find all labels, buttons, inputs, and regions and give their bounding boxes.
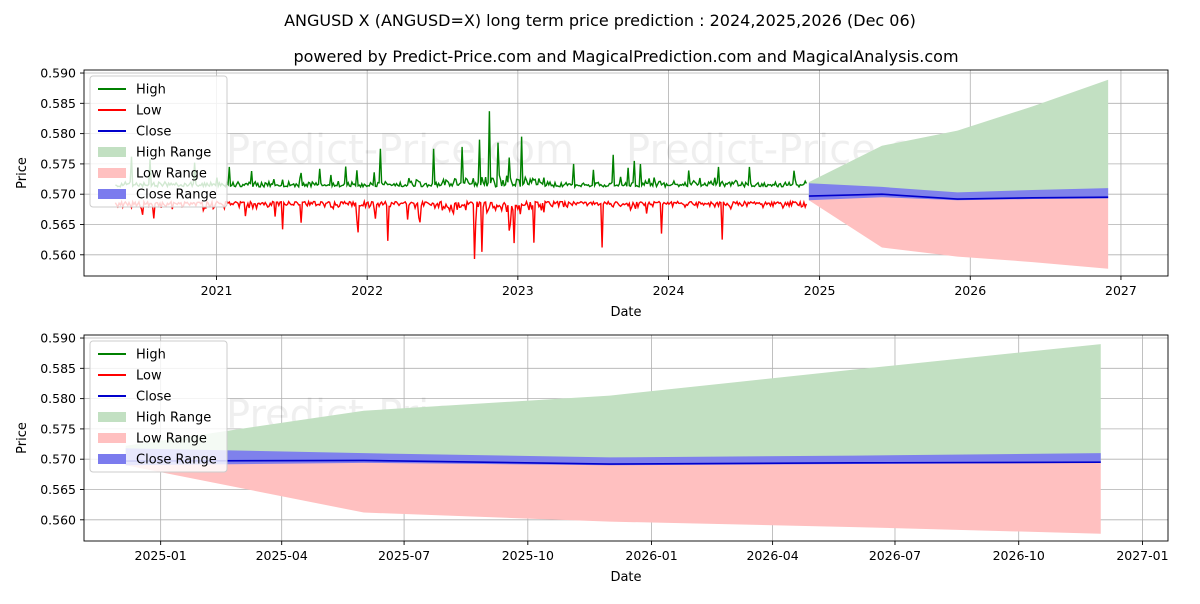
x-tick-label: 2021 — [201, 283, 233, 298]
x-tick-label: 2022 — [351, 283, 383, 298]
legend-swatch-patch — [98, 189, 126, 199]
y-tick-label: 0.560 — [40, 512, 76, 527]
y-tick-label: 0.585 — [40, 96, 76, 111]
plot-frame — [83, 334, 1169, 542]
x-tick-label: 2025-10 — [502, 548, 554, 563]
y-tick-label: 0.580 — [40, 391, 76, 406]
legend-label: Close — [136, 125, 171, 140]
legend-label: Close — [136, 390, 171, 405]
x-tick-label: 2024 — [653, 283, 685, 298]
y-tick-label: 0.590 — [40, 331, 76, 346]
y-tick-label: 0.570 — [40, 187, 76, 202]
high-range-band — [808, 79, 1109, 200]
y-tick-label: 0.580 — [40, 126, 76, 141]
y-tick-label: 0.575 — [40, 156, 76, 171]
legend: High Low Close High Range Low Range Close Ran… — [89, 340, 228, 473]
x-tick-label: 2025-01 — [135, 548, 187, 563]
chart-title: ANGUSD X (ANGUSD=X) long term price pred… — [284, 11, 916, 30]
low-range-band — [125, 460, 1101, 534]
y-tick-label: 0.585 — [40, 361, 76, 376]
x-tick-label: 2025-07 — [378, 548, 430, 563]
x-tick-label: 2026-10 — [993, 548, 1045, 563]
y-axis-label: Price — [15, 422, 30, 454]
x-tick-label: 2027 — [1105, 283, 1137, 298]
x-tick-label: 2023 — [502, 283, 534, 298]
low-range-band — [808, 194, 1109, 269]
legend-label: Close Range — [136, 453, 217, 468]
legend-label: High Range — [136, 411, 211, 426]
legend-label: Low Range — [136, 167, 207, 182]
x-tick-label: 2026-04 — [746, 548, 798, 563]
close-series-line — [125, 459, 1101, 465]
x-axis-label: Date — [610, 570, 641, 585]
x-axis-label: Date — [610, 305, 641, 320]
legend-swatch-patch — [98, 412, 126, 422]
legend-label: Close Range — [136, 188, 217, 203]
y-tick-label: 0.565 — [40, 482, 76, 497]
chart-subtitle: powered by Predict-Price.com and Magical… — [293, 47, 958, 66]
legend-label: Low — [136, 369, 162, 384]
close-range-band — [808, 183, 1109, 201]
y-tick-label: 0.590 — [40, 66, 76, 81]
y-tick-label: 0.560 — [40, 247, 76, 262]
plot-area — [114, 79, 1109, 269]
plot-area — [125, 344, 1101, 534]
y-tick-label: 0.570 — [40, 452, 76, 467]
y-axis-label: Price — [15, 157, 30, 189]
x-tick-label: 2025 — [804, 283, 836, 298]
legend-label: High — [136, 348, 166, 363]
y-tick-label: 0.565 — [40, 217, 76, 232]
x-tick-label: 2027-01 — [1116, 548, 1168, 563]
legend-swatch-patch — [98, 433, 126, 443]
watermark-text: Predict-Price.com — [226, 127, 574, 173]
legend-label: Low — [136, 104, 162, 119]
x-tick-label: 2026-07 — [869, 548, 921, 563]
legend: High Low Close High Range Low Range Close Ran… — [89, 75, 228, 208]
legend-label: High Range — [136, 146, 211, 161]
high-series-line — [115, 111, 808, 190]
plot-frame — [83, 69, 1169, 277]
legend-label: High — [136, 83, 166, 98]
forecast-panel: Predict-Price.comPredict-Price.com2025-0… — [15, 331, 1169, 585]
y-tick-label: 0.575 — [40, 421, 76, 436]
low-series-line — [114, 198, 808, 260]
close-series-line — [808, 193, 1109, 200]
legend-label: Low Range — [136, 432, 207, 447]
x-tick-label: 2026-01 — [625, 548, 677, 563]
legend-swatch-patch — [98, 147, 126, 157]
high-range-band — [125, 344, 1101, 465]
x-tick-label: 2026 — [954, 283, 986, 298]
x-tick-label: 2025-04 — [256, 548, 308, 563]
legend-swatch-patch — [98, 454, 126, 464]
legend-swatch-patch — [98, 168, 126, 178]
